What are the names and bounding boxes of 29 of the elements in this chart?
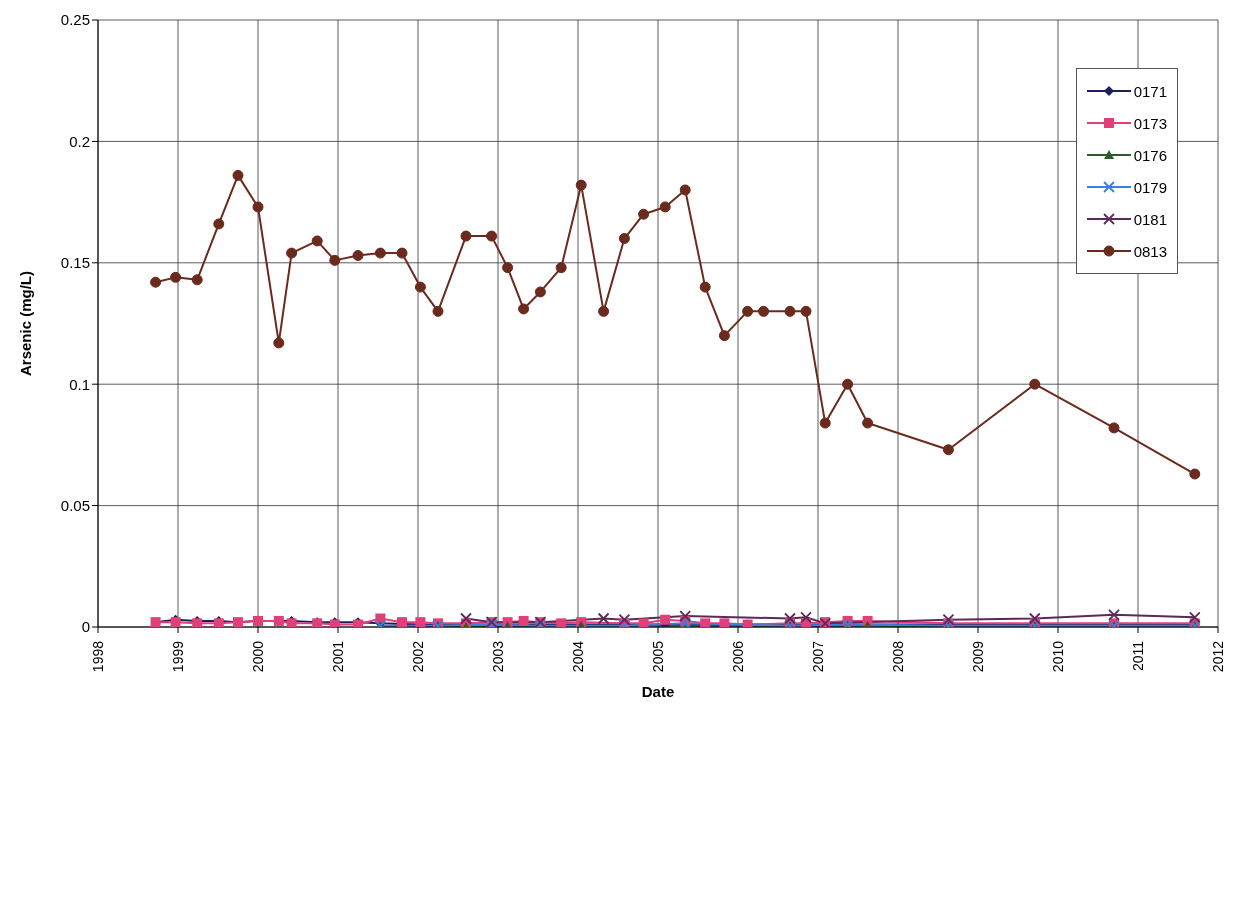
legend-label: 0173 — [1133, 114, 1167, 132]
x-tick-label: 2003 — [490, 640, 506, 673]
y-tick-label: 0.05 — [60, 496, 90, 514]
legend-label: 0181 — [1133, 210, 1167, 228]
x-tick-label: 2011 — [1130, 640, 1146, 672]
x-tick-label: 2004 — [570, 640, 586, 673]
y-tick-label: 0.25 — [60, 11, 90, 29]
legend-label: 0176 — [1133, 146, 1167, 164]
x-tick-label: 2007 — [810, 640, 826, 673]
y-tick-label: 0.1 — [69, 375, 90, 393]
legend-label: 0179 — [1133, 178, 1167, 196]
legend-label: 0171 — [1133, 82, 1167, 100]
x-axis-title: Date — [641, 683, 675, 700]
x-tick-label: 2005 — [650, 640, 666, 673]
x-tick-label: 2008 — [890, 640, 906, 673]
x-tick-label: 1998 — [90, 640, 106, 673]
y-tick-label: 0.2 — [69, 132, 90, 150]
y-axis-title: Arsenic (mg/L) — [17, 270, 35, 377]
x-tick-label: 2006 — [730, 640, 746, 673]
x-tick-label: 2000 — [250, 640, 266, 673]
y-tick-label: 0 — [81, 618, 90, 636]
legend-label: 0813 — [1133, 242, 1167, 260]
x-tick-label: 2002 — [410, 640, 426, 673]
x-tick-label: 1999 — [170, 640, 186, 673]
x-tick-label: 2009 — [970, 640, 986, 673]
x-tick-label: 2001 — [330, 640, 346, 673]
y-tick-label: 0.15 — [60, 254, 90, 272]
x-tick-label: 2010 — [1050, 640, 1066, 673]
x-tick-label: 2012 — [1210, 640, 1226, 673]
